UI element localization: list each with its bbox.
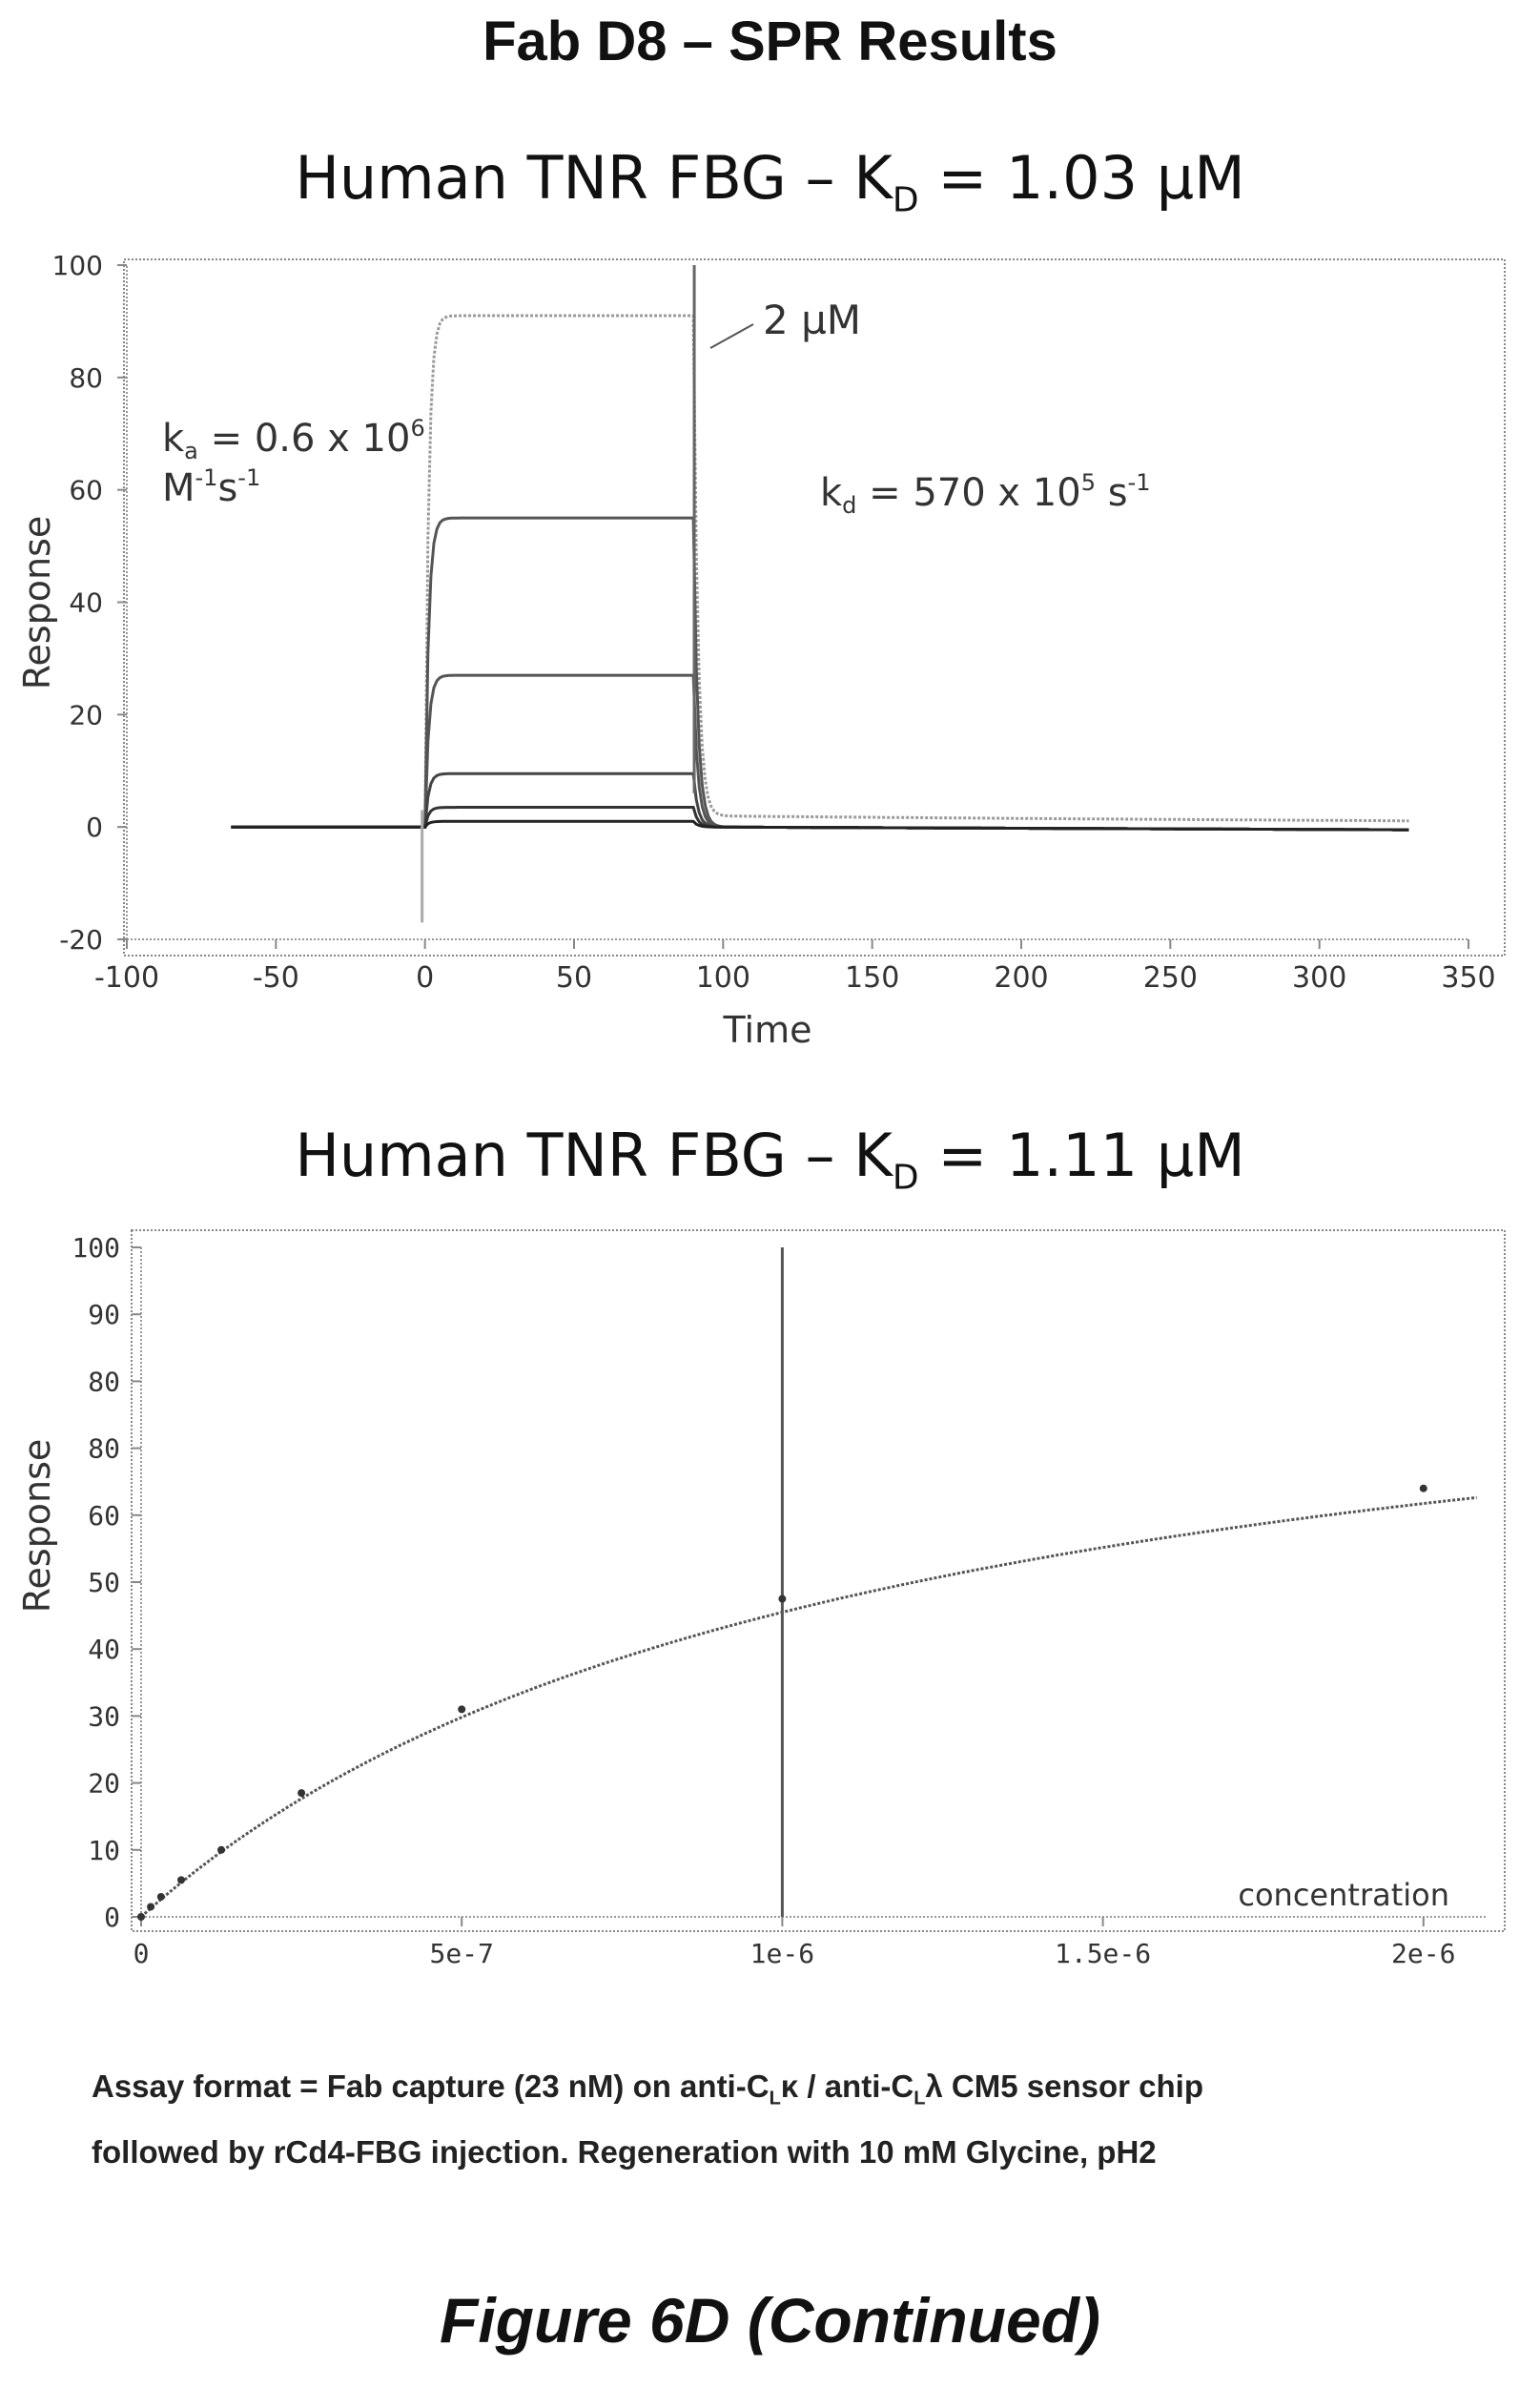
chart1-title-post: = 1.03 µM [918, 143, 1245, 213]
kd-sub: d [842, 492, 856, 519]
chart1-x-tick-label: 0 [416, 961, 434, 995]
figure-label: Figure 6D (Continued) [440, 2285, 1100, 2356]
chart2-ylabel: Response [16, 1439, 58, 1614]
data-point [217, 1845, 226, 1854]
chart1-y-tick-label: 80 [69, 362, 103, 394]
chart1-x-tick-label: 300 [1292, 961, 1346, 995]
chart1-x-tick-label: 200 [994, 961, 1048, 995]
data-point [177, 1876, 186, 1884]
chart2-y-tick-label: 80 [88, 1433, 120, 1465]
chart1-y-tick-label: 0 [86, 812, 103, 843]
kd-post-exp: -1 [1128, 469, 1151, 496]
kd-k: k [820, 471, 843, 515]
chart2-y-tick-label: 50 [88, 1567, 120, 1598]
chart1-y-tick-label: -20 [59, 924, 103, 956]
chart2-y-tick-label: 30 [88, 1700, 120, 1732]
chart1-y-tick-label: 60 [69, 475, 103, 506]
ka-exp: 6 [410, 415, 424, 442]
chart2-y-tick-label: 100 [72, 1232, 120, 1264]
chart2-y-tick-label: 20 [88, 1768, 120, 1800]
conc-label: 2 µM [763, 297, 861, 343]
chart2-y-tick-label: 60 [88, 1500, 120, 1532]
data-point [156, 1892, 165, 1901]
caption-line2: followed by rCd4-FBG injection. Regenera… [92, 2133, 1157, 2170]
chart1-x-tick-label: 50 [556, 961, 592, 995]
ka-m-exp: -1 [195, 464, 218, 491]
kd-mid: = 570 x 10 [856, 471, 1080, 515]
caption: Assay format = Fab capture (23 nM) on an… [92, 2060, 1474, 2179]
chart1-border [123, 258, 1506, 957]
caption-line1-post: λ CM5 sensor chip [925, 2068, 1203, 2104]
chart1-y-tick-label: 20 [69, 699, 103, 731]
kd-post: s [1096, 471, 1128, 515]
chart2-y-tick-label: 0 [104, 1902, 120, 1933]
sensorgram-chart: -100 -50 0 50 100 150 200 250 300 350 -20 0 20 40 60 80… [16, 250, 1506, 1051]
chart1-y-tick-label: 40 [69, 587, 103, 619]
caption-sub1: L [769, 2088, 781, 2109]
ka-annotation-line1: ka = 0.6 x 106 [162, 415, 425, 464]
kd-exp: 5 [1081, 469, 1096, 496]
chart2-x-tick-label: 5e-7 [429, 1938, 493, 1969]
chart2-x-tick-label: 2e-6 [1391, 1938, 1455, 1969]
caption-line1-mid: κ / anti-C [780, 2068, 914, 2104]
chart2-title-sub: D [892, 1158, 919, 1198]
chart2-y-tick-label: 10 [88, 1835, 120, 1866]
chart1-title-pre: Human TNR FBG – K [295, 143, 893, 213]
chart2-y-tick-label: 80 [88, 1366, 120, 1397]
chart1-y-tick-label: 100 [52, 250, 103, 281]
ka-rest: = 0.6 x 10 [198, 417, 411, 461]
chart1-x-tick-label: -100 [94, 961, 159, 995]
chart1-ylabel: Response [16, 516, 58, 690]
chart1-title-sub: D [892, 180, 919, 220]
chart1-xlabel: Time [723, 1009, 812, 1051]
chart2-x-tick-label: 1e-6 [750, 1938, 814, 1969]
chart2-x-tick-label: 1.5e-6 [1055, 1938, 1151, 1969]
ka-sub: a [184, 438, 198, 464]
chart2-y-tick-label: 90 [88, 1299, 120, 1330]
kd-annotation: kd = 570 x 105 s-1 [820, 469, 1150, 519]
ka-s-exp: -1 [237, 464, 260, 491]
conc-label-leader [709, 323, 754, 349]
sensorgram-series [231, 314, 1409, 829]
ka-s: s [217, 466, 237, 510]
caption-sub2: L [914, 2088, 926, 2109]
chart2-border [131, 1229, 1506, 1932]
ka-m: M [162, 466, 195, 510]
chart1-title: Human TNR FBG – KD = 1.03 µM [0, 143, 1540, 219]
affinity-chart: 0 5e-7 1e-6 1.5e-6 2e-6 0 10 20 30 40 50 60 80 80 90 10… [16, 1229, 1506, 1969]
chart1-x-tick-label: 350 [1441, 961, 1495, 995]
data-point [778, 1595, 787, 1603]
caption-line1: Assay format = Fab capture (23 nM) on an… [92, 2060, 1474, 2126]
data-point [458, 1705, 466, 1714]
chart2-x-tick-label: 0 [133, 1938, 150, 1969]
data-point [298, 1789, 306, 1798]
chart1-x-tick-label: 250 [1143, 961, 1198, 995]
sensorgram-series [231, 819, 1409, 832]
chart1-x-tick-label: 150 [845, 961, 899, 995]
data-point [137, 1913, 145, 1921]
chart1-x-tick-label: 100 [696, 961, 750, 995]
data-point [147, 1903, 155, 1911]
ka-annotation-line2: M-1s-1 [162, 464, 260, 510]
chart2-title-pre: Human TNR FBG – K [295, 1121, 893, 1190]
chart2-title: Human TNR FBG – KD = 1.11 µM [0, 1121, 1540, 1197]
chart2-xlabel: concentration [1238, 1877, 1449, 1913]
figure-title: Fab D8 – SPR Results [483, 10, 1057, 72]
data-point [1419, 1484, 1427, 1492]
chart2-title-post: = 1.11 µM [918, 1121, 1245, 1190]
chart1-x-tick-label: -50 [253, 961, 299, 995]
fit-curve [139, 1495, 1477, 1919]
chart2-y-tick-label: 40 [88, 1634, 120, 1665]
caption-line1-pre: Assay format = Fab capture (23 nM) on an… [92, 2068, 770, 2104]
ka-k: k [162, 417, 185, 461]
